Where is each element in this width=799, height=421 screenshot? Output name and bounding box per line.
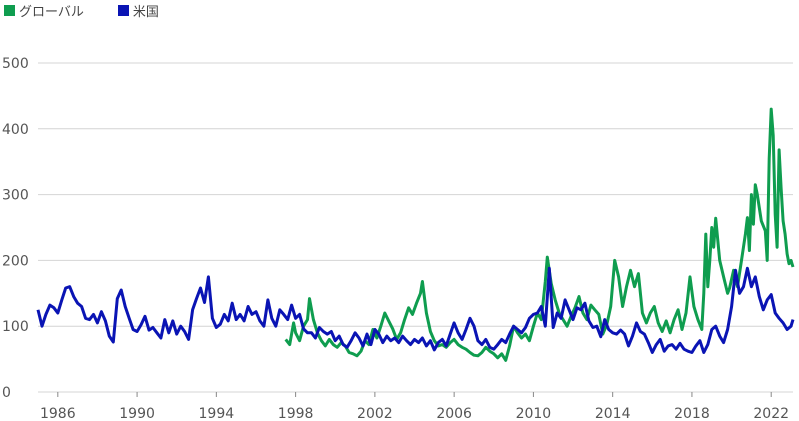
legend-swatch-global: [4, 4, 15, 16]
y-tick-label: 100: [2, 319, 29, 335]
x-tick-label: 2018: [674, 406, 710, 421]
x-tick-label: 2014: [595, 406, 631, 421]
x-tick-label: 1994: [199, 406, 235, 421]
y-tick-label: 200: [2, 253, 29, 269]
x-tick-label: 2002: [357, 406, 393, 421]
chart-legend: グローバル 米国: [4, 0, 193, 20]
x-tick-label: 1998: [278, 406, 314, 421]
series-line-us: [36, 266, 795, 354]
legend-swatch-us: [117, 4, 129, 16]
y-tick-label: 400: [2, 122, 29, 138]
legend-label-global: グローバル: [19, 4, 84, 20]
x-tick-label: 2006: [436, 406, 472, 421]
legend-item-global[interactable]: グローバル: [4, 1, 84, 20]
x-tick-label: 2010: [516, 406, 552, 421]
y-tick-label: 300: [2, 188, 29, 204]
x-tick-label: 1990: [119, 406, 155, 421]
x-tick-label: 2022: [753, 406, 789, 421]
series-line-global: [284, 107, 795, 362]
y-tick-label: 0: [2, 385, 11, 401]
y-tick-label: 500: [2, 56, 29, 72]
x-tick-label: 1986: [40, 406, 76, 421]
legend-label-us: 米国: [132, 4, 159, 20]
legend-item-us[interactable]: 米国: [117, 1, 159, 20]
